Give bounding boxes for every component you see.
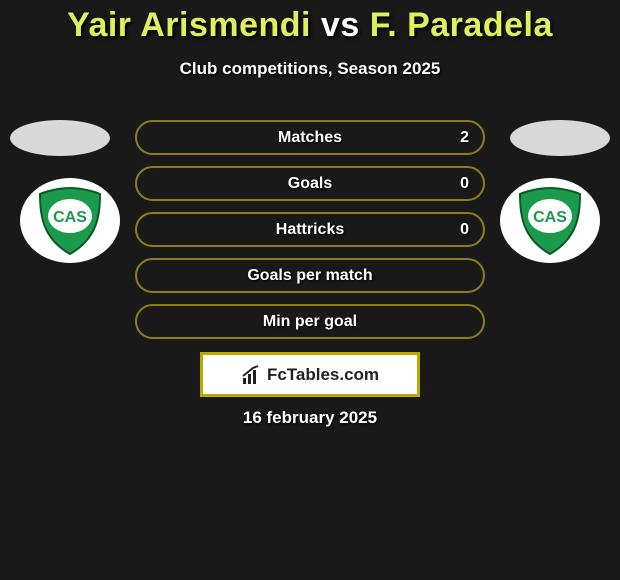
player-photo-placeholder-left bbox=[10, 120, 110, 156]
comparison-card: Yair Arismendi vs F. Paradela Club compe… bbox=[0, 0, 620, 580]
club-badge-left: CAS bbox=[20, 178, 120, 263]
club-initials-right: CAS bbox=[533, 209, 567, 226]
site-attribution: FcTables.com bbox=[200, 352, 420, 397]
stat-label: Min per goal bbox=[263, 313, 357, 331]
club-initials-left: CAS bbox=[53, 209, 87, 226]
subtitle: Club competitions, Season 2025 bbox=[0, 59, 620, 79]
stat-row: Hattricks 0 bbox=[135, 212, 485, 247]
site-name: FcTables.com bbox=[267, 365, 379, 385]
shield-icon: CAS bbox=[514, 186, 586, 256]
stat-value-right: 2 bbox=[460, 129, 469, 147]
stat-label: Matches bbox=[278, 129, 342, 147]
stat-value-right: 0 bbox=[460, 221, 469, 239]
stat-row: Matches 2 bbox=[135, 120, 485, 155]
chart-icon bbox=[241, 364, 263, 386]
player-photo-placeholder-right bbox=[510, 120, 610, 156]
stat-row: Goals 0 bbox=[135, 166, 485, 201]
title-player-left: Yair Arismendi bbox=[67, 6, 311, 44]
title-player-right: F. Paradela bbox=[370, 6, 553, 44]
club-badge-right: CAS bbox=[500, 178, 600, 263]
date-line: 16 february 2025 bbox=[0, 408, 620, 428]
title-vs: vs bbox=[311, 6, 370, 44]
stat-label: Hattricks bbox=[276, 221, 344, 239]
stat-value-right: 0 bbox=[460, 175, 469, 193]
stat-label: Goals per match bbox=[247, 267, 372, 285]
stats-list: Matches 2 Goals 0 Hattricks 0 Goals per match M… bbox=[135, 120, 485, 350]
stat-label: Goals bbox=[288, 175, 332, 193]
shield-icon: CAS bbox=[34, 186, 106, 256]
stat-row: Min per goal bbox=[135, 304, 485, 339]
stat-row: Goals per match bbox=[135, 258, 485, 293]
page-title: Yair Arismendi vs F. Paradela bbox=[0, 0, 620, 45]
